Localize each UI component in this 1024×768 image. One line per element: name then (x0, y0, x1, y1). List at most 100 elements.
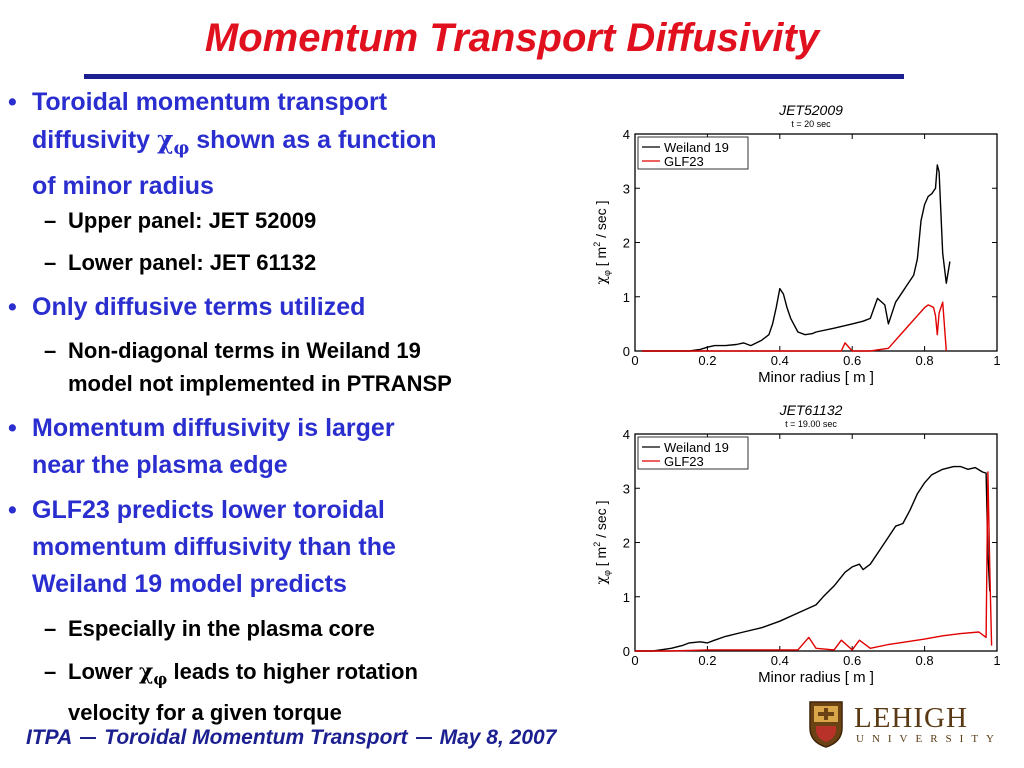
x-tick-label: 0.8 (916, 353, 934, 368)
bullet-4-line-2: momentum diffusivity than the (32, 533, 396, 561)
y-tick-label: 1 (623, 290, 630, 305)
series-line-weiland19 (642, 164, 951, 352)
bullet-1-text-a: diffusivity (32, 126, 151, 154)
sub-bullet-text-a: Lower (68, 659, 133, 684)
slide-title: Momentum Transport Diffusivity (204, 16, 820, 60)
y-axis-label-part: χ (594, 275, 610, 284)
x-tick-label: 1 (993, 353, 1000, 368)
y-tick-label: 0 (623, 344, 630, 359)
footer-date: May 8, 2007 (439, 726, 557, 749)
y-axis-label-part: φ (602, 270, 612, 276)
bullet-dot: • (8, 88, 17, 116)
legend-label: GLF23 (664, 454, 704, 469)
footer-separator (415, 737, 432, 740)
bullet-2: • Only diffusive terms utilized (8, 289, 366, 326)
series-line-weiland19 (635, 465, 991, 652)
sub-bullet-4-2: – Lower χφ leads to higher rotation velo… (44, 655, 418, 729)
bullet-dot: • (8, 414, 17, 442)
sub-bullet-text: Lower panel: JET 61132 (68, 250, 317, 275)
dash-marker: – (44, 338, 57, 363)
title-divider (84, 74, 904, 79)
bullet-4-line-1: GLF23 predicts lower toroidal (32, 496, 385, 524)
y-axis-label-part: [ m (593, 547, 609, 570)
sub-bullet-text: Upper panel: JET 52009 (68, 208, 317, 233)
bullet-1-line-3: of minor radius (32, 172, 214, 200)
bullet-1-text-b: shown as a function (196, 126, 437, 154)
y-axis-label-part: [ m (593, 247, 609, 270)
y-axis-label-part: χ (594, 575, 610, 584)
dash-marker: – (44, 616, 57, 641)
logo-wordmark: LEHIGH (854, 702, 968, 734)
x-tick-label: 0.8 (916, 653, 934, 668)
x-tick-label: 1 (993, 653, 1000, 668)
y-tick-label: 4 (623, 427, 630, 442)
logo-subtitle: UNIVERSITY (856, 733, 1002, 745)
y-tick-label: 2 (623, 536, 630, 551)
y-tick-label: 1 (623, 590, 630, 605)
y-axis-label-part: 2 (592, 242, 602, 247)
x-tick-label: 0.4 (771, 353, 789, 368)
sub-bullet-text-b: leads to higher rotation (173, 659, 418, 684)
y-tick-label: 4 (623, 127, 630, 142)
y-axis-label: χφ [ m2 / sec ] (592, 201, 612, 285)
bullet-4: • GLF23 predicts lower toroidal momentum… (8, 492, 396, 603)
y-axis-label-part: 2 (592, 542, 602, 547)
bullet-dot: • (8, 496, 17, 524)
sub-bullet-1-1: – Upper panel: JET 52009 (44, 204, 317, 237)
sub-bullet-1-2: – Lower panel: JET 61132 (44, 246, 317, 279)
legend-box (637, 436, 749, 470)
sub-bullet-text: Especially in the plasma core (68, 616, 375, 641)
bullet-3-line-2: near the plasma edge (32, 451, 288, 479)
footer-topic: Toroidal Momentum Transport (104, 726, 408, 749)
bullet-1-line-1: Toroidal momentum transport (32, 88, 388, 116)
x-tick-label: 0.6 (843, 653, 861, 668)
chi-phi-symbol: χφ (157, 125, 190, 159)
sub-bullet-line-2: velocity for a given torque (68, 700, 342, 726)
x-axis-label: Minor radius [ m ] (758, 669, 874, 686)
footer: ITPA Toroidal Momentum Transport May 8, 20… (26, 726, 556, 750)
x-tick-label: 0.2 (698, 653, 716, 668)
bullet-2-line-1: Only diffusive terms utilized (32, 293, 366, 321)
legend-label: Weiland 19 (664, 440, 729, 455)
bullet-4-line-3: Weiland 19 model predicts (32, 570, 347, 598)
bullet-1: • Toroidal momentum transport diffusivit… (8, 84, 437, 205)
dash-marker: – (44, 208, 57, 233)
y-axis-label-part: / sec ] (593, 501, 609, 542)
sub-bullet-2-1: – Non-diagonal terms in Weiland 19 model… (44, 334, 452, 400)
chart-subtitle: t = 19.00 sec (785, 419, 837, 429)
dash-marker: – (44, 659, 57, 684)
x-axis-label: Minor radius [ m ] (758, 369, 874, 386)
y-tick-label: 3 (623, 181, 630, 196)
footer-separator (80, 737, 97, 740)
x-tick-label: 0.6 (843, 353, 861, 368)
x-tick-label: 0 (631, 353, 638, 368)
bullet-3-line-1: Momentum diffusivity is larger (32, 414, 395, 442)
sub-bullet-4-1: – Especially in the plasma core (44, 612, 375, 645)
bullet-dot: • (8, 293, 17, 321)
series-line-glf23 (635, 471, 993, 652)
sub-bullet-line-1: Lower χφ leads to higher rotation (68, 655, 418, 696)
x-tick-label: 0.2 (698, 353, 716, 368)
shield-icon (809, 701, 843, 748)
sub-bullet-line-1: Non-diagonal terms in Weiland 19 (68, 338, 421, 363)
legend-label: Weiland 19 (664, 140, 729, 155)
y-tick-label: 0 (623, 644, 630, 659)
bullet-1-line-2: diffusivity χφ shown as a function (32, 121, 437, 168)
y-axis-label-part: / sec ] (593, 201, 609, 242)
legend-label: GLF23 (664, 154, 704, 169)
chart-subtitle: t = 20 sec (791, 119, 831, 129)
bullet-3: • Momentum diffusivity is larger near th… (8, 410, 395, 484)
lehigh-logo: LEHIGH UNIVERSITY (808, 700, 994, 756)
x-tick-label: 0.4 (771, 653, 789, 668)
series-line-glf23 (642, 301, 947, 352)
y-tick-label: 3 (623, 481, 630, 496)
legend-box (637, 136, 749, 170)
x-tick-label: 0 (631, 653, 638, 668)
chart-title: JET61132 (779, 402, 843, 418)
chi-phi-symbol: χφ (138, 659, 168, 689)
footer-org: ITPA (26, 726, 73, 749)
dash-marker: – (44, 250, 57, 275)
chart-title: JET52009 (778, 102, 843, 118)
